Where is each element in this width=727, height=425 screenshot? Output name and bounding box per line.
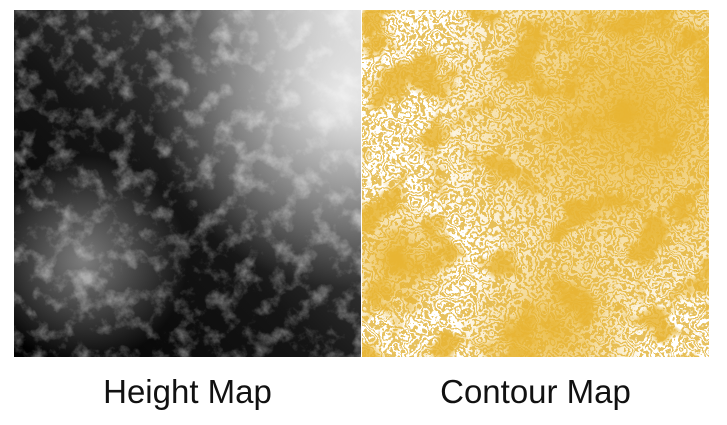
contour-map-caption: Contour Map: [440, 373, 631, 410]
contour-map-image: [362, 10, 709, 357]
height-map-image: [14, 10, 361, 357]
height-map-caption: Height Map: [103, 373, 272, 410]
